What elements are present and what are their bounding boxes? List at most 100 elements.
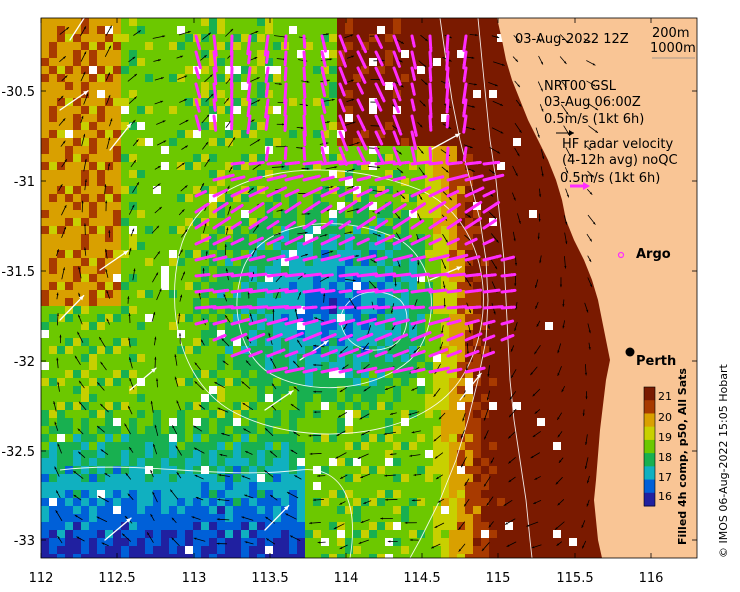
sst-cell — [441, 274, 449, 282]
sst-cell — [209, 74, 217, 82]
sst-cell — [449, 138, 457, 146]
sst-cell — [217, 74, 225, 82]
sst-cell — [113, 338, 121, 346]
sst-cell — [225, 522, 233, 530]
sst-cell — [225, 450, 233, 458]
sst-cell — [249, 426, 257, 434]
sst-cell — [353, 370, 361, 378]
sst-cell — [521, 266, 529, 274]
sst-cell — [201, 482, 209, 490]
sst-cell — [553, 530, 561, 538]
sst-cell — [137, 370, 145, 378]
sst-cell — [209, 394, 217, 402]
sst-cell — [441, 154, 449, 162]
sst-cell — [281, 354, 289, 362]
sst-cell — [409, 234, 417, 242]
sst-cell — [393, 186, 401, 194]
sst-cell — [153, 522, 161, 530]
sst-cell — [201, 258, 209, 266]
sst-cell — [449, 178, 457, 186]
sst-cell — [409, 362, 417, 370]
sst-cell — [161, 186, 169, 194]
sst-cell — [41, 538, 49, 546]
sst-cell — [473, 58, 481, 66]
sst-cell — [89, 202, 97, 210]
sst-cell — [121, 314, 129, 322]
sst-cell — [265, 18, 273, 26]
sst-cell — [425, 530, 433, 538]
sst-cell — [73, 506, 81, 514]
sst-cell — [265, 42, 273, 50]
sst-cell — [193, 250, 201, 258]
sst-cell — [65, 282, 73, 290]
sst-cell — [537, 410, 545, 418]
sst-cell — [89, 426, 97, 434]
sst-cell — [305, 122, 313, 130]
sst-cell — [49, 210, 57, 218]
sst-cell — [241, 178, 249, 186]
sst-cell — [545, 402, 553, 410]
sst-cell — [57, 122, 65, 130]
sst-cell — [113, 242, 121, 250]
sst-cell — [193, 258, 201, 266]
sst-cell — [241, 482, 249, 490]
sst-cell — [489, 18, 497, 26]
sst-cell — [481, 314, 489, 322]
sst-cell — [385, 194, 393, 202]
sst-cell — [529, 234, 537, 242]
sst-cell — [65, 330, 73, 338]
sst-cell — [505, 186, 513, 194]
sst-cell — [593, 386, 601, 394]
sst-cell — [297, 394, 305, 402]
sst-cell — [481, 210, 489, 218]
sst-cell — [217, 362, 225, 370]
sst-cell — [81, 362, 89, 370]
sst-cell — [537, 186, 545, 194]
sst-cell — [417, 210, 425, 218]
sst-cell — [49, 186, 57, 194]
sst-cell — [113, 314, 121, 322]
sst-cell — [537, 354, 545, 362]
sst-cell — [233, 226, 241, 234]
sst-cell — [521, 474, 529, 482]
sst-cell — [425, 314, 433, 322]
sst-cell — [537, 418, 545, 426]
sst-cell — [401, 506, 409, 514]
sst-cell — [321, 434, 329, 442]
sst-cell — [553, 450, 561, 458]
sst-cell — [97, 194, 105, 202]
sst-cell — [169, 402, 177, 410]
sst-cell — [521, 242, 529, 250]
sst-cell — [537, 538, 545, 546]
sst-cell — [513, 554, 521, 558]
sst-cell — [489, 114, 497, 122]
sst-cell — [137, 490, 145, 498]
sst-cell — [393, 202, 401, 210]
sst-cell — [529, 330, 537, 338]
sst-cell — [201, 378, 209, 386]
sst-cell — [353, 450, 361, 458]
sst-cell — [185, 346, 193, 354]
sst-cell — [321, 402, 329, 410]
sst-cell — [417, 306, 425, 314]
sst-cell — [41, 274, 49, 282]
sst-cell — [73, 386, 81, 394]
sst-cell — [265, 338, 273, 346]
sst-cell — [425, 506, 433, 514]
sst-cell — [57, 322, 65, 330]
sst-cell — [265, 138, 273, 146]
sst-cell — [497, 410, 505, 418]
sst-cell — [137, 458, 145, 466]
sst-cell — [457, 418, 465, 426]
sst-cell — [385, 82, 393, 90]
sst-cell — [177, 306, 185, 314]
sst-cell — [449, 418, 457, 426]
sst-cell — [497, 114, 505, 122]
sst-cell — [337, 338, 345, 346]
sst-cell — [305, 466, 313, 474]
sst-cell — [457, 50, 465, 58]
sst-cell — [457, 146, 465, 154]
sst-cell — [401, 138, 409, 146]
sst-cell — [537, 442, 545, 450]
sst-cell — [65, 370, 73, 378]
